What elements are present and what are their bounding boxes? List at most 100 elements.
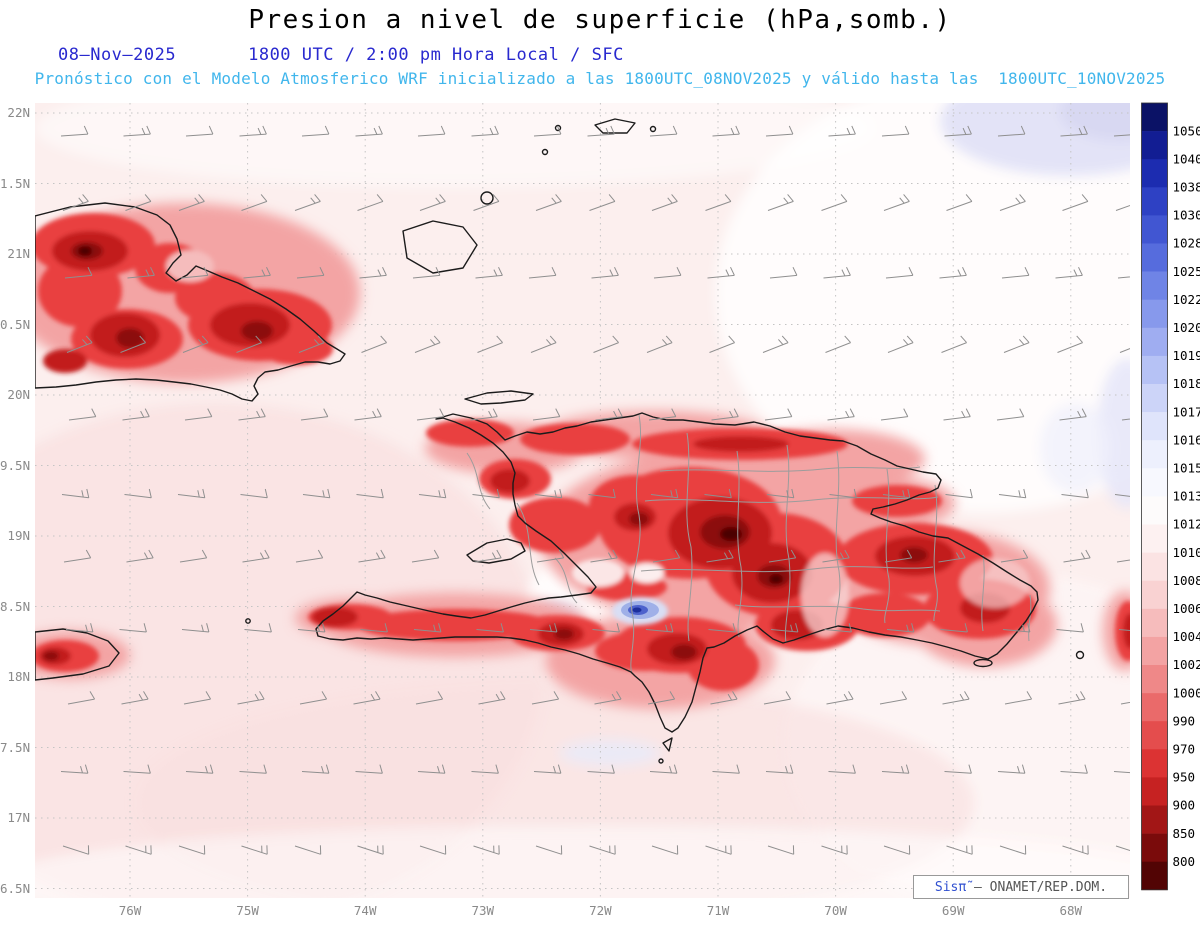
colorbar-segment <box>1141 215 1168 244</box>
wind-barb <box>821 845 848 855</box>
wind-barb <box>712 764 740 774</box>
wind-barb <box>593 335 619 353</box>
wind-barb <box>66 335 93 353</box>
coastline-little-inagua <box>480 191 494 205</box>
wind-barb <box>997 125 1026 137</box>
wind-barb <box>533 125 562 137</box>
wind-barb <box>179 549 208 563</box>
colorbar-segment <box>1141 861 1168 891</box>
wind-barb <box>530 335 557 353</box>
colorbar-label: 1016 <box>1173 432 1200 447</box>
wind-barb <box>125 845 152 855</box>
wind-barb <box>298 335 325 353</box>
wind-barb <box>829 488 857 499</box>
wind-barb <box>125 194 152 211</box>
wind-barb <box>119 623 147 633</box>
wind-barb <box>414 335 441 353</box>
wind-barb <box>532 408 561 421</box>
coastline-tortue <box>464 390 534 405</box>
wind-barb <box>590 549 618 563</box>
wind-barb <box>300 408 329 421</box>
wind-barb <box>766 488 795 499</box>
wind-barb <box>297 623 326 633</box>
wind-barb <box>944 125 972 137</box>
wind-barb <box>357 194 384 211</box>
colorbar: 1050 1040 1038 1030 1028 1025 1022 1020 1019 1018… <box>1141 95 1200 907</box>
colorbar-label: 1020 <box>1173 320 1200 335</box>
wind-barb <box>1115 204 1130 211</box>
wind-barb <box>478 691 506 705</box>
coastline-jamaica <box>35 628 120 681</box>
wind-barb <box>945 488 973 499</box>
colorbar-segment <box>1141 271 1168 300</box>
wind-barb <box>765 764 794 774</box>
wind-barb <box>826 691 854 705</box>
wind-barb <box>1062 194 1089 211</box>
wind-barb <box>301 764 330 774</box>
wind-barb <box>1061 488 1089 499</box>
wind-barb <box>885 266 914 279</box>
colorbar-label: 1040 <box>1173 151 1200 166</box>
wind-barb <box>1116 559 1130 563</box>
wind-barb <box>529 623 558 633</box>
coastlines <box>35 118 1085 764</box>
wind-barb <box>185 125 214 137</box>
wind-barb <box>419 194 446 211</box>
wind-barb <box>417 764 446 774</box>
colorbar-segment <box>1141 355 1168 385</box>
wind-barb <box>475 266 503 279</box>
wind-barb <box>126 549 154 563</box>
wind-barb <box>880 408 909 421</box>
wind-barb <box>241 845 268 855</box>
colorbar-label: 1010 <box>1173 545 1200 560</box>
date-label: 08–Nov–2025 <box>58 45 177 65</box>
colorbar-label: 1030 <box>1173 208 1200 223</box>
wind-barb <box>763 691 792 705</box>
colorbar-segment <box>1141 636 1168 666</box>
wind-barb <box>244 623 272 633</box>
lat-tick-label: 7.5N <box>0 739 31 755</box>
wind-barb <box>528 266 557 279</box>
wind-barb <box>828 125 856 137</box>
wind-barb <box>60 125 89 137</box>
wind-barb <box>124 488 152 499</box>
coastline-mona <box>1075 650 1085 660</box>
colorbar-segment <box>1141 693 1168 722</box>
wind-barb <box>587 764 615 774</box>
wind-barb <box>941 335 967 353</box>
wind-barb <box>651 845 679 855</box>
wind-barb <box>645 623 674 633</box>
wind-barb <box>418 488 447 499</box>
wind-barb <box>708 623 736 633</box>
wind-barb <box>652 549 681 563</box>
wind-barb <box>471 764 499 774</box>
credit-badge: Sisπ̃ – ONAMET/REP.DOM. <box>913 875 1129 899</box>
wind-barb <box>767 194 794 211</box>
colorbar-label: 1012 <box>1173 517 1200 532</box>
wind-barb <box>1114 494 1130 497</box>
wind-barb <box>296 266 325 279</box>
lat-tick-label: 6.5N <box>0 880 31 896</box>
wind-barb <box>474 549 502 563</box>
colorbar-segment <box>1141 299 1168 329</box>
colorbar-label: 1015 <box>1173 461 1200 476</box>
wind-barb <box>294 845 322 855</box>
colorbar-segment <box>1141 524 1168 553</box>
islet <box>649 125 657 133</box>
colorbar-segment <box>1141 749 1168 778</box>
lat-tick-label: 21N <box>7 246 30 261</box>
wind-barb <box>887 335 914 353</box>
colorbar-segment <box>1141 103 1168 132</box>
wind-barb <box>1063 549 1091 563</box>
wind-barb <box>238 408 266 421</box>
wind-barb <box>1003 335 1030 353</box>
wind-barb <box>646 335 673 353</box>
wind-barb <box>828 764 856 774</box>
colorbar-segment <box>1141 665 1168 694</box>
wind-barb <box>711 408 739 421</box>
wind-barb <box>1055 266 1083 279</box>
wind-barb <box>301 125 330 137</box>
lon-tick-label: 75W <box>236 903 259 918</box>
wind-barb <box>999 194 1026 211</box>
